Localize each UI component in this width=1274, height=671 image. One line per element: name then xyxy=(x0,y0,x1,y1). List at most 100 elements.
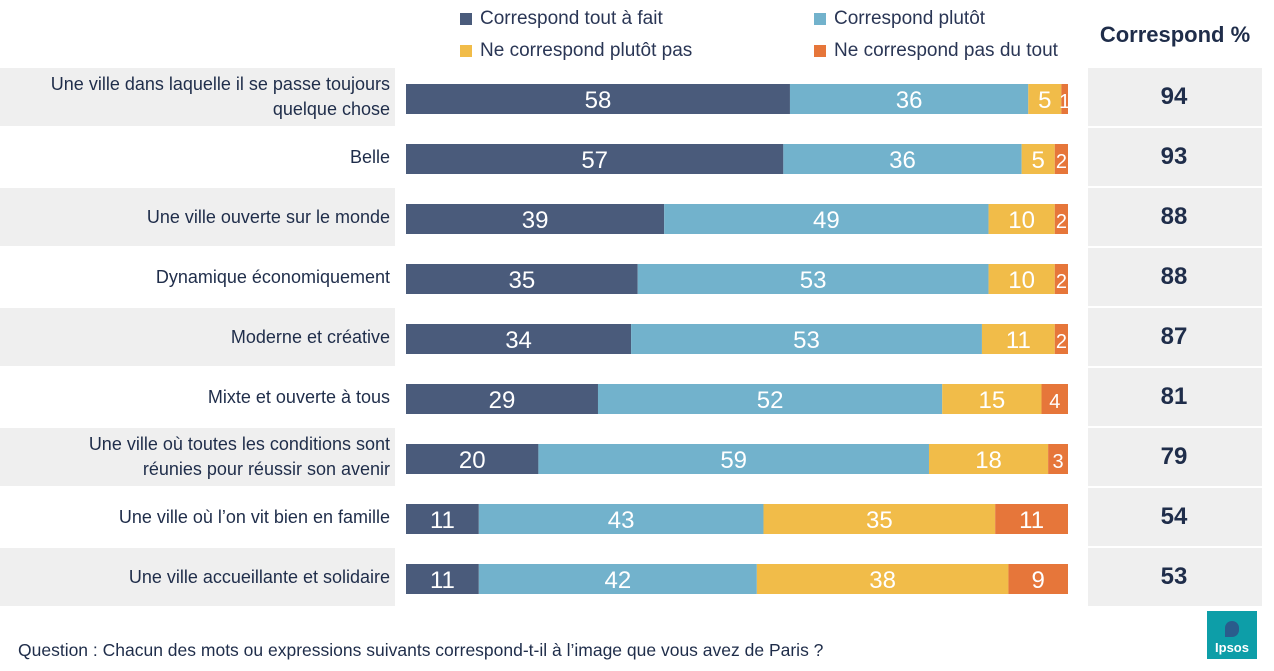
bar-value-label: 1 xyxy=(1059,91,1070,113)
row-label-line: Belle xyxy=(349,146,390,167)
bar-segment xyxy=(478,504,764,534)
row-label: Mixte et ouverte à tous xyxy=(0,368,390,426)
row-label-line: Mixte et ouverte à tous xyxy=(207,386,390,407)
bar-value-label: 11 xyxy=(430,507,455,534)
bar-segment xyxy=(1021,144,1055,174)
row-label-line: réunies pour réussir son avenir xyxy=(142,459,390,479)
pct-band xyxy=(1088,248,1262,306)
row-label: Une ville dans laquelle il se passe touj… xyxy=(0,68,390,126)
row-band xyxy=(0,428,395,486)
bar-segment xyxy=(406,84,790,114)
bar-segment xyxy=(406,564,479,594)
bar-value-label: 15 xyxy=(979,387,1006,414)
bar-value-label: 35 xyxy=(508,267,535,294)
bar-value-label: 20 xyxy=(459,447,486,474)
pct-band xyxy=(1088,68,1262,126)
correspond-percent-value: 88 xyxy=(1160,203,1188,230)
row-label-line: Une ville dans laquelle il se passe touj… xyxy=(50,74,390,94)
bar-segment xyxy=(988,264,1055,294)
row-label: Belle xyxy=(0,128,390,186)
bar-value-label: 53 xyxy=(800,267,827,294)
bar-segment xyxy=(789,84,1029,114)
bar-value-label: 42 xyxy=(604,567,631,594)
legend-swatch xyxy=(814,13,826,25)
pct-band xyxy=(1088,128,1262,186)
correspond-percent-value: 93 xyxy=(1160,143,1188,170)
legend-label: Correspond plutôt xyxy=(834,8,986,29)
bar-segment xyxy=(631,324,982,354)
bar-segment xyxy=(406,144,784,174)
bar-segment xyxy=(478,564,757,594)
bar-value-label: 10 xyxy=(1008,267,1035,294)
row-label: Une ville ouverte sur le monde xyxy=(0,188,390,246)
pct-band xyxy=(1088,488,1262,546)
bar-segment xyxy=(406,504,479,534)
bar-value-label: 36 xyxy=(889,147,916,174)
bar-segment xyxy=(1048,444,1068,474)
bar-value-label: 3 xyxy=(1053,451,1064,473)
bar-segment xyxy=(1028,84,1062,114)
bar-value-label: 58 xyxy=(585,87,612,114)
bar-segment xyxy=(981,324,1055,354)
bar-value-label: 11 xyxy=(1019,507,1044,534)
bar-segment xyxy=(406,204,665,234)
bar-segment xyxy=(783,144,1022,174)
correspond-percent-value: 88 xyxy=(1160,263,1188,290)
bar-value-label: 57 xyxy=(581,147,608,174)
bar-value-label: 5 xyxy=(1038,87,1051,114)
row-label-line: Une ville ouverte sur le monde xyxy=(146,206,390,227)
bar-segment xyxy=(406,264,638,294)
legend: Correspond tout à fait Correspond plutôt N… xyxy=(0,0,1090,70)
ipsos-logo: Ipsos xyxy=(1207,611,1257,659)
bar-value-label: 29 xyxy=(489,387,516,414)
bar-segment xyxy=(756,564,1009,594)
legend-swatch xyxy=(460,45,472,57)
bar-segment xyxy=(1054,144,1068,174)
bar-value-label: 10 xyxy=(1008,207,1035,234)
pct-band xyxy=(1088,188,1262,246)
bar-value-label: 5 xyxy=(1032,147,1045,174)
correspond-percent-header: Correspond % xyxy=(1099,22,1251,47)
bar-value-label: 2 xyxy=(1056,211,1067,233)
row-label: Une ville où toutes les conditions sont r… xyxy=(0,428,390,486)
row-label-line: Une ville où toutes les conditions sont xyxy=(88,434,390,454)
bar-segment xyxy=(928,444,1049,474)
bar-value-label: 59 xyxy=(720,447,747,474)
row-label: Une ville accueillante et solidaire xyxy=(0,548,390,606)
row-label-line: Une ville où l’on vit bien en famille xyxy=(118,506,390,527)
legend-label: Correspond tout à fait xyxy=(480,8,663,29)
bar-segment xyxy=(406,384,598,414)
logo-text: Ipsos xyxy=(1215,640,1249,655)
bar-value-label: 39 xyxy=(522,207,549,234)
bar-value-label: 36 xyxy=(896,87,923,114)
pct-band xyxy=(1088,368,1262,426)
pct-band xyxy=(1088,548,1262,606)
legend-swatch xyxy=(460,13,472,25)
bar-value-label: 18 xyxy=(975,447,1002,474)
bar-value-label: 9 xyxy=(1032,567,1045,594)
bar-segment xyxy=(763,504,996,534)
bar-segment xyxy=(406,324,632,354)
row-label-line: Dynamique économiquement xyxy=(155,266,390,287)
bar-segment xyxy=(597,384,943,414)
bar-value-label: 52 xyxy=(757,387,784,414)
bar-value-label: 11 xyxy=(1006,327,1031,354)
bar-value-label: 53 xyxy=(793,327,820,354)
correspond-percent-value: 81 xyxy=(1160,383,1188,410)
correspond-percent-value: 79 xyxy=(1160,443,1188,470)
row-band xyxy=(0,308,395,366)
bar-segment xyxy=(1054,264,1068,294)
bar-segment xyxy=(1008,564,1068,594)
legend-item: Ne correspond plutôt pas xyxy=(460,40,692,62)
row-band xyxy=(0,188,395,246)
row-label: Moderne et créative xyxy=(0,308,390,366)
bar-value-label: 2 xyxy=(1056,271,1067,293)
correspond-percent-value: 94 xyxy=(1160,83,1188,110)
bar-value-label: 2 xyxy=(1056,151,1067,173)
legend-item: Correspond plutôt xyxy=(814,8,985,30)
bar-value-label: 4 xyxy=(1049,391,1060,413)
bar-segment xyxy=(995,504,1068,534)
bar-segment xyxy=(406,444,539,474)
bar-segment xyxy=(1054,324,1068,354)
